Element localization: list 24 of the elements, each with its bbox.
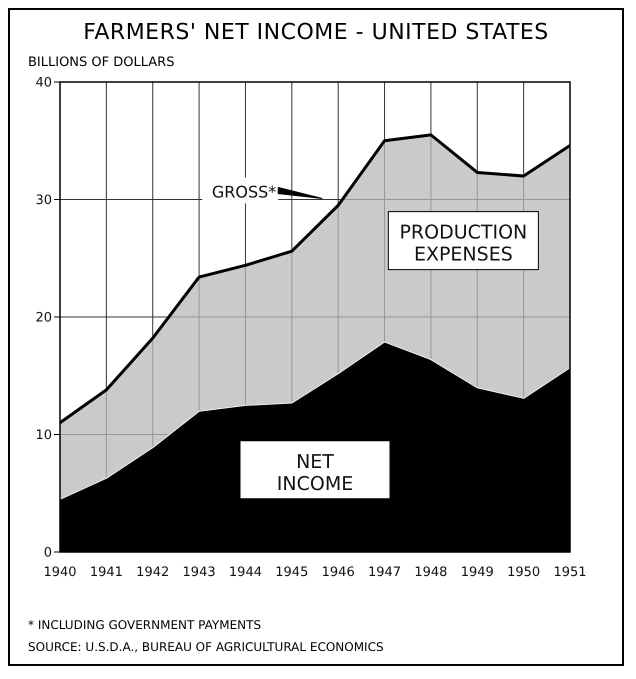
x-tick-label: 1951 [553, 565, 587, 580]
series-label: NET INCOME [276, 450, 354, 495]
chart-title: FARMERS' NET INCOME - UNITED STATES [82, 20, 550, 45]
y-axis-title: BILLIONS OF DOLLARS [28, 55, 176, 70]
x-tick-label: 1940 [43, 565, 77, 580]
text: * INCLUDING GOVERNMENT PAYMENTS [28, 618, 262, 632]
x-tick-label: 1946 [322, 565, 355, 580]
series-label: PRODUCTION EXPENSES [399, 222, 528, 266]
y-tick-label: 0 [44, 546, 52, 561]
x-tick-label: 1942 [136, 565, 170, 580]
y-tick-label: 10 [35, 428, 52, 444]
x-tick-label: 1945 [275, 565, 308, 580]
source-note: SOURCE: U.S.D.A., BUREAU OF AGRICULTURAL ECONOMICS [28, 640, 385, 654]
x-tick-label: 1944 [228, 565, 262, 580]
x-tick-label: 1948 [414, 565, 448, 580]
x-tick-label: 1947 [368, 565, 402, 580]
x-tick-label: 1941 [90, 565, 123, 580]
y-tick-label: 30 [35, 193, 52, 208]
x-tick-label: 1943 [182, 565, 216, 580]
annotation: GROSS* [212, 182, 276, 202]
y-tick-label: 40 [35, 76, 52, 91]
x-tick-label: 1949 [460, 565, 494, 580]
x-tick-label: 1950 [507, 565, 540, 580]
y-tick-label: 20 [35, 310, 52, 326]
